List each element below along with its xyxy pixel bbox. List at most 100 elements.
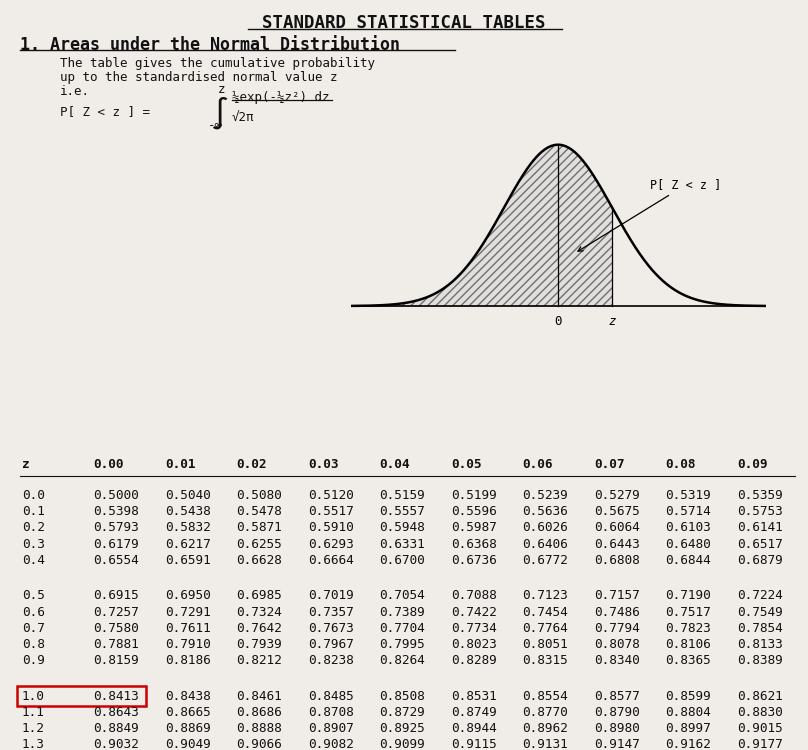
Text: 0.8790: 0.8790 xyxy=(594,706,640,719)
Text: 0.6554: 0.6554 xyxy=(94,554,139,567)
Text: 0.7357: 0.7357 xyxy=(308,605,354,619)
Text: 0.7734: 0.7734 xyxy=(451,622,497,634)
Text: 0.07: 0.07 xyxy=(594,458,625,471)
Text: 0.6517: 0.6517 xyxy=(737,538,783,550)
Text: 0.8729: 0.8729 xyxy=(380,706,425,719)
Text: 0.8577: 0.8577 xyxy=(594,690,640,703)
Text: 0.7764: 0.7764 xyxy=(523,622,568,634)
Text: 0.5040: 0.5040 xyxy=(165,489,211,502)
Text: 0.6443: 0.6443 xyxy=(594,538,640,550)
Text: 0.5: 0.5 xyxy=(22,590,45,602)
Text: 0.7704: 0.7704 xyxy=(380,622,425,634)
Text: 0.6985: 0.6985 xyxy=(237,590,282,602)
Text: 0.5987: 0.5987 xyxy=(451,521,497,534)
Text: 0.5596: 0.5596 xyxy=(451,505,497,518)
Text: 0.7: 0.7 xyxy=(22,622,45,634)
Text: 0.9049: 0.9049 xyxy=(165,739,211,750)
Text: 0.7794: 0.7794 xyxy=(594,622,640,634)
Text: 0.5159: 0.5159 xyxy=(380,489,425,502)
Text: 0.8869: 0.8869 xyxy=(165,722,211,735)
Text: 0.9177: 0.9177 xyxy=(737,739,783,750)
Text: 0.6628: 0.6628 xyxy=(237,554,282,567)
Text: 0.8159: 0.8159 xyxy=(94,654,139,668)
Bar xyxy=(17,686,145,706)
Text: 0.5359: 0.5359 xyxy=(737,489,783,502)
Text: 0.8531: 0.8531 xyxy=(451,690,497,703)
Text: 0.7549: 0.7549 xyxy=(737,605,783,619)
Text: 0.7642: 0.7642 xyxy=(237,622,282,634)
Text: P[ Z < z ] =: P[ Z < z ] = xyxy=(60,105,150,118)
Text: 1.3: 1.3 xyxy=(22,739,45,750)
Text: 0.6331: 0.6331 xyxy=(380,538,425,550)
Text: 0.6808: 0.6808 xyxy=(594,554,640,567)
Text: 0.7910: 0.7910 xyxy=(165,638,211,651)
Text: 0.6: 0.6 xyxy=(22,605,45,619)
Text: 0.6368: 0.6368 xyxy=(451,538,497,550)
Text: 0.8980: 0.8980 xyxy=(594,722,640,735)
Text: 0.8461: 0.8461 xyxy=(237,690,282,703)
Text: 0.00: 0.00 xyxy=(94,458,124,471)
Text: 0.6255: 0.6255 xyxy=(237,538,282,550)
Text: 0.8643: 0.8643 xyxy=(94,706,139,719)
Text: 0.8830: 0.8830 xyxy=(737,706,783,719)
Text: 1.0: 1.0 xyxy=(22,690,45,703)
Text: 0.7019: 0.7019 xyxy=(308,590,354,602)
Text: 0.6844: 0.6844 xyxy=(666,554,711,567)
Text: ∫: ∫ xyxy=(210,97,229,130)
Text: 0.8508: 0.8508 xyxy=(380,690,425,703)
Text: 0.8051: 0.8051 xyxy=(523,638,568,651)
Text: 0.5753: 0.5753 xyxy=(737,505,783,518)
Text: 0.6664: 0.6664 xyxy=(308,554,354,567)
Text: 0.5910: 0.5910 xyxy=(308,521,354,534)
Text: 0.7454: 0.7454 xyxy=(523,605,568,619)
Text: 0.8413: 0.8413 xyxy=(94,690,139,703)
Text: 0.7611: 0.7611 xyxy=(165,622,211,634)
Text: 0.8023: 0.8023 xyxy=(451,638,497,651)
Text: 0.9082: 0.9082 xyxy=(308,739,354,750)
Text: 0.5517: 0.5517 xyxy=(308,505,354,518)
Text: 0.9147: 0.9147 xyxy=(594,739,640,750)
Text: 0.04: 0.04 xyxy=(380,458,410,471)
Text: 0.8389: 0.8389 xyxy=(737,654,783,668)
Text: 0.7123: 0.7123 xyxy=(523,590,568,602)
Text: 0.5714: 0.5714 xyxy=(666,505,711,518)
Text: 0.03: 0.03 xyxy=(308,458,339,471)
Text: P[ Z < z ]: P[ Z < z ] xyxy=(578,178,722,251)
Text: 0.6141: 0.6141 xyxy=(737,521,783,534)
Text: 0.8665: 0.8665 xyxy=(165,706,211,719)
Text: 0.7517: 0.7517 xyxy=(666,605,711,619)
Text: z: z xyxy=(608,315,617,328)
Text: 0.6103: 0.6103 xyxy=(666,521,711,534)
Text: ½exp(-½z²) dz: ½exp(-½z²) dz xyxy=(232,91,330,104)
Text: z: z xyxy=(22,458,30,471)
Text: 0.6915: 0.6915 xyxy=(94,590,139,602)
Text: 0.7823: 0.7823 xyxy=(666,622,711,634)
Text: 0.8907: 0.8907 xyxy=(308,722,354,735)
Text: 1. Areas under the Normal Distribution: 1. Areas under the Normal Distribution xyxy=(20,36,400,54)
Text: 0.8708: 0.8708 xyxy=(308,706,354,719)
Text: 0.8106: 0.8106 xyxy=(666,638,711,651)
Text: 0.8749: 0.8749 xyxy=(451,706,497,719)
Text: 0.5871: 0.5871 xyxy=(237,521,282,534)
Text: 0.02: 0.02 xyxy=(237,458,267,471)
Text: 0.5832: 0.5832 xyxy=(165,521,211,534)
Text: 0.05: 0.05 xyxy=(451,458,482,471)
Text: 0.6950: 0.6950 xyxy=(165,590,211,602)
Text: 0.7854: 0.7854 xyxy=(737,622,783,634)
Text: 0: 0 xyxy=(554,315,562,328)
Text: 0.5948: 0.5948 xyxy=(380,521,425,534)
Text: 0.5438: 0.5438 xyxy=(165,505,211,518)
Text: 0.6217: 0.6217 xyxy=(165,538,211,550)
Text: 0.5398: 0.5398 xyxy=(94,505,139,518)
Text: 0.9162: 0.9162 xyxy=(666,739,711,750)
Text: 0.9: 0.9 xyxy=(22,654,45,668)
Text: -∞: -∞ xyxy=(208,119,223,132)
Text: 0.5080: 0.5080 xyxy=(237,489,282,502)
Text: 0.5793: 0.5793 xyxy=(94,521,139,534)
Text: 0.5478: 0.5478 xyxy=(237,505,282,518)
Text: 0.6591: 0.6591 xyxy=(165,554,211,567)
Text: 0.8365: 0.8365 xyxy=(666,654,711,668)
Text: 0.6026: 0.6026 xyxy=(523,521,568,534)
Text: 0.8599: 0.8599 xyxy=(666,690,711,703)
Text: 0.7224: 0.7224 xyxy=(737,590,783,602)
